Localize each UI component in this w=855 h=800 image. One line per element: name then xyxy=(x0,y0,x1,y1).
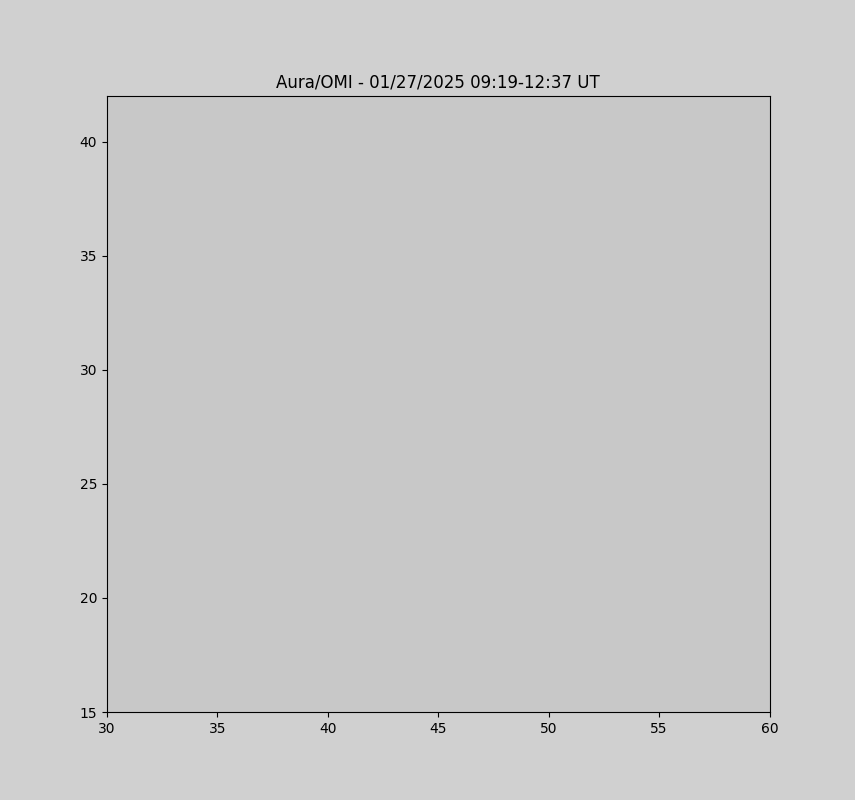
Title: Aura/OMI - 01/27/2025 09:19-12:37 UT: Aura/OMI - 01/27/2025 09:19-12:37 UT xyxy=(276,74,600,92)
